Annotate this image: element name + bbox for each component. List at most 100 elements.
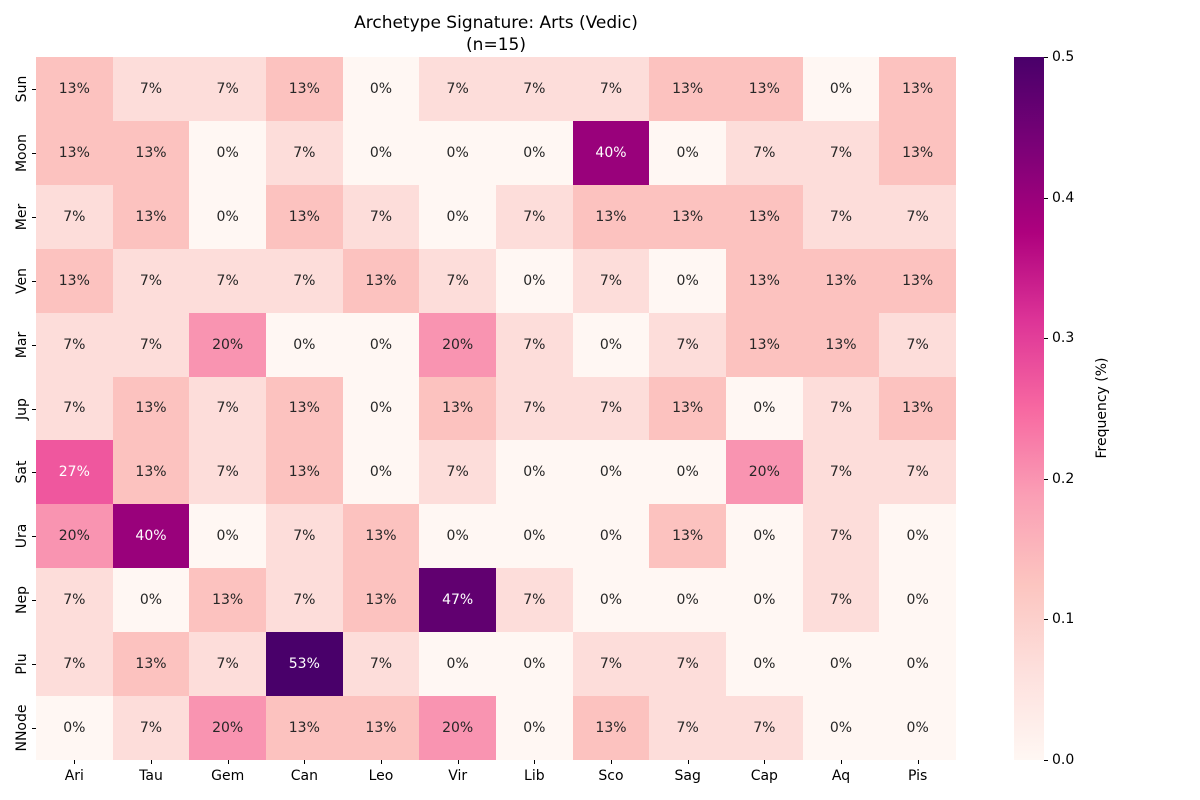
heatmap-cell-Moon-Vir: 0%: [419, 120, 496, 185]
heatmap-cell-Moon-Tau: 13%: [112, 120, 190, 185]
x-tick-mark: [841, 760, 842, 764]
y-tick-mark: [32, 344, 36, 346]
heatmap-cell-NNode-Tau: 7%: [112, 696, 190, 760]
heatmap-cell-Plu-Gem: 7%: [189, 632, 266, 697]
colorbar-tick-label-0.3: 0.3: [1052, 330, 1075, 347]
x-tick-label-Sco: Sco: [598, 768, 624, 784]
heatmap-cell-Sat-Vir: 7%: [419, 440, 496, 505]
heatmap-cell-Plu-Tau: 13%: [112, 632, 190, 697]
heatmap-cell-Mar-Pis: 7%: [879, 312, 956, 377]
heatmap-cell-Mer-Sag: 13%: [649, 184, 726, 249]
heatmap-cell-Ven-Pis: 13%: [879, 248, 956, 313]
colorbar-tick-label-0.2: 0.2: [1052, 470, 1075, 487]
heatmap-cell-Ura-Pis: 0%: [879, 504, 956, 569]
heatmap-cell-Nep-Gem: 13%: [189, 568, 266, 633]
heatmap-cell-Jup-Gem: 7%: [189, 376, 266, 441]
heatmap-cell-Ven-Gem: 7%: [189, 248, 266, 313]
heatmap-cell-Plu-Cap: 0%: [725, 632, 803, 697]
heatmap-cell-NNode-Lib: 0%: [495, 696, 573, 760]
x-tick-mark: [74, 760, 76, 764]
y-tick-label-Sat: Sat: [14, 460, 30, 484]
heatmap-cell-Jup-Sco: 7%: [572, 376, 650, 441]
y-tick-label-Mar: Mar: [14, 331, 30, 358]
heatmap-cell-Mer-Lib: 7%: [495, 184, 573, 249]
heatmap-cell-Moon-Cap: 7%: [725, 120, 803, 185]
heatmap-cell-Sat-Pis: 7%: [879, 440, 956, 505]
heatmap-cell-Moon-Ari: 13%: [36, 120, 113, 185]
heatmap-cell-Jup-Aq: 7%: [802, 376, 880, 441]
x-tick-label-Cap: Cap: [750, 768, 778, 784]
heatmap-cell-Ven-Lib: 0%: [495, 248, 573, 313]
heatmap-cell-Mar-Cap: 13%: [725, 312, 803, 377]
heatmap-cell-Sat-Sag: 0%: [649, 440, 726, 505]
heatmap-cell-Nep-Vir: 47%: [419, 568, 496, 633]
heatmap-cell-NNode-Ari: 0%: [36, 696, 113, 760]
y-tick-label-Moon: Moon: [14, 133, 30, 172]
heatmap-cell-Sun-Leo: 0%: [342, 57, 420, 121]
x-tick-mark: [764, 760, 766, 764]
y-tick-mark: [32, 280, 36, 282]
chart-subtitle: (n=15): [466, 35, 526, 55]
heatmap-cell-Nep-Sag: 0%: [649, 568, 726, 633]
x-tick-label-Gem: Gem: [211, 768, 245, 784]
colorbar-tick-mark: [1044, 197, 1048, 199]
chart-title: Archetype Signature: Arts (Vedic): [354, 13, 638, 33]
heatmap-cell-Sun-Vir: 7%: [419, 57, 496, 121]
heatmap-cell-NNode-Aq: 0%: [802, 696, 880, 760]
heatmap-cell-Jup-Tau: 13%: [112, 376, 190, 441]
heatmap-cell-Jup-Sag: 13%: [649, 376, 726, 441]
heatmap-cell-Sat-Tau: 13%: [112, 440, 190, 505]
heatmap-cell-Ven-Sag: 0%: [649, 248, 726, 313]
y-tick-label-Ura: Ura: [14, 524, 30, 549]
heatmap-cell-Sun-Sco: 7%: [572, 57, 650, 121]
heatmap-cell-Nep-Can: 7%: [265, 568, 343, 633]
y-tick-mark: [32, 728, 36, 730]
heatmap-cell-Mer-Cap: 13%: [725, 184, 803, 249]
chart-title-block: Archetype Signature: Arts (Vedic) (n=15): [354, 12, 638, 56]
heatmap-cell-Mar-Tau: 7%: [112, 312, 190, 377]
heatmap-cell-Mar-Can: 0%: [265, 312, 343, 377]
y-tick-label-Jup: Jup: [14, 397, 30, 420]
heatmap-cell-Jup-Leo: 0%: [342, 376, 420, 441]
heatmap-cell-Jup-Cap: 0%: [725, 376, 803, 441]
heatmap-cell-Ura-Sag: 13%: [649, 504, 726, 569]
heatmap-cell-Sat-Gem: 7%: [189, 440, 266, 505]
heatmap-cell-Ura-Can: 7%: [265, 504, 343, 569]
heatmap-cell-Mar-Leo: 0%: [342, 312, 420, 377]
colorbar-tick-mark: [1044, 338, 1048, 340]
x-tick-mark: [381, 760, 382, 764]
heatmap-cell-NNode-Leo: 13%: [342, 696, 420, 760]
heatmap-cell-Ven-Can: 7%: [265, 248, 343, 313]
heatmap-cell-Mer-Aq: 7%: [802, 184, 880, 249]
heatmap-cell-Mar-Aq: 13%: [802, 312, 880, 377]
colorbar-tick-label-0.0: 0.0: [1052, 752, 1075, 768]
heatmap-cell-NNode-Sag: 7%: [649, 696, 726, 760]
colorbar-tick-mark: [1044, 760, 1048, 761]
heatmap-cell-Sun-Ari: 13%: [36, 57, 113, 121]
heatmap-cell-Mer-Ari: 7%: [36, 184, 113, 249]
heatmap-cell-Mer-Leo: 7%: [342, 184, 420, 249]
heatmap-cell-Jup-Ari: 7%: [36, 376, 113, 441]
colorbar-tick-mark: [1044, 478, 1048, 480]
heatmap-cell-Sat-Cap: 20%: [725, 440, 803, 505]
heatmap-cell-Ura-Lib: 0%: [495, 504, 573, 569]
colorbar: [1014, 57, 1044, 760]
heatmap-cell-Sat-Lib: 0%: [495, 440, 573, 505]
x-tick-mark: [534, 760, 536, 764]
heatmap-cell-Moon-Aq: 7%: [802, 120, 880, 185]
x-tick-label-Leo: Leo: [368, 768, 394, 784]
y-tick-label-Plu: Plu: [14, 653, 30, 675]
heatmap-cell-Mar-Sco: 0%: [572, 312, 650, 377]
heatmap-cell-NNode-Gem: 20%: [189, 696, 266, 760]
heatmap-cell-Ura-Tau: 40%: [112, 504, 190, 569]
heatmap-cell-Jup-Vir: 13%: [419, 376, 496, 441]
heatmap-cell-NNode-Cap: 7%: [725, 696, 803, 760]
x-tick-mark: [151, 760, 152, 764]
heatmap-cell-Sat-Leo: 0%: [342, 440, 420, 505]
heatmap-cell-Ura-Gem: 0%: [189, 504, 266, 569]
x-tick-mark: [917, 760, 919, 764]
heatmap-cell-Nep-Tau: 0%: [112, 568, 190, 633]
heatmap-cell-Ura-Vir: 0%: [419, 504, 496, 569]
heatmap-cell-Mar-Ari: 7%: [36, 312, 113, 377]
